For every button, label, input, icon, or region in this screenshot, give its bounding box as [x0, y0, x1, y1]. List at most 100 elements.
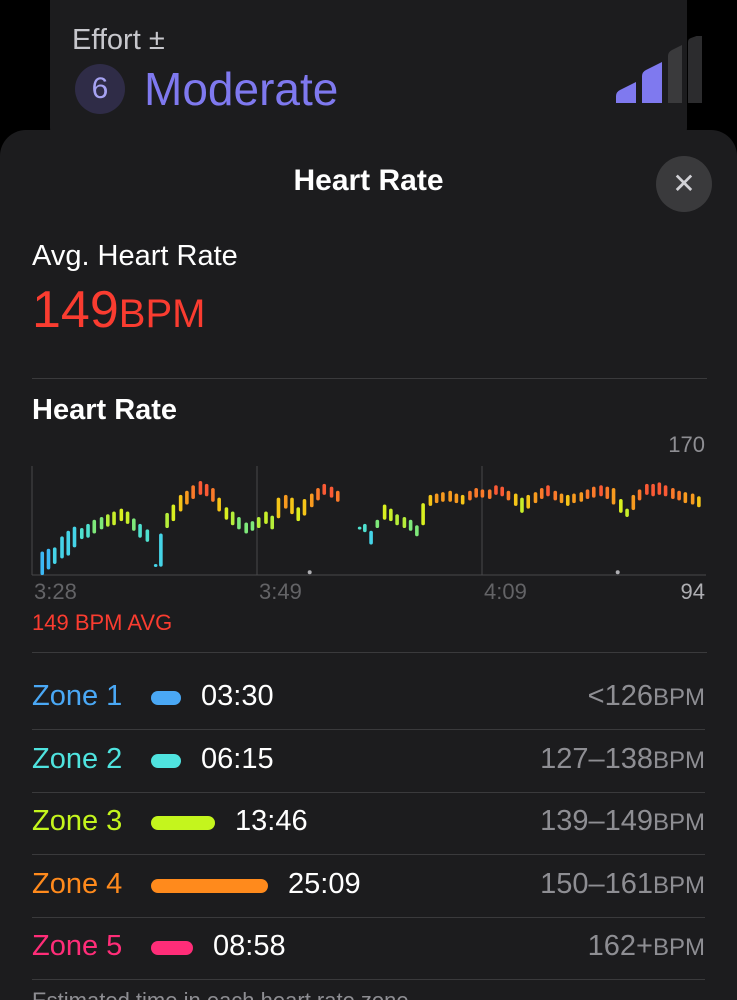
heart-rate-bar — [357, 526, 362, 530]
zone-name: Zone 5 — [32, 930, 123, 962]
heart-rate-bar — [302, 499, 307, 516]
effort-card[interactable]: Effort ± 6 Moderate — [50, 0, 702, 150]
heart-rate-bar — [468, 490, 472, 501]
heart-rate-bar — [329, 486, 334, 498]
zone-name: Zone 4 — [32, 867, 123, 900]
zone-row: Zone 4 25:09 150–161BPM — [0, 856, 737, 918]
heart-rate-bar — [211, 487, 215, 502]
heart-rate-bar — [283, 494, 288, 509]
signal-bar-2 — [642, 62, 662, 103]
y-max-label: 170 — [668, 432, 705, 457]
heart-rate-bar — [204, 483, 209, 497]
close-button[interactable]: ✕ — [656, 156, 712, 212]
heart-rate-bar — [585, 489, 590, 500]
zone-duration-bar — [151, 753, 181, 768]
heart-rate-bar — [309, 493, 314, 508]
heart-rate-bar — [145, 529, 150, 542]
zone-duration-bar — [151, 941, 193, 955]
divider — [32, 791, 705, 793]
heart-rate-bar — [599, 485, 603, 497]
heart-rate-bar — [237, 516, 241, 530]
heart-rate-bar — [441, 492, 445, 502]
heart-rate-bar — [217, 497, 221, 512]
avg-heart-rate-number: 149 — [32, 281, 119, 339]
heart-rate-bar — [256, 516, 261, 529]
heart-rate-bar — [224, 507, 229, 520]
avg-caption: 149 BPM AVG — [32, 610, 173, 635]
signal-bars-icon — [616, 36, 702, 103]
x-tick-label: 3:28 — [34, 579, 77, 604]
zone-name: Zone 2 — [32, 742, 123, 775]
heart-rate-bar — [92, 519, 97, 534]
heart-rate-bar — [86, 523, 90, 538]
heart-rate-bar — [335, 490, 340, 502]
signal-bar-1 — [616, 82, 636, 103]
heart-rate-bar — [178, 494, 183, 512]
heart-rate-bar — [395, 514, 399, 526]
heart-rate-bar — [677, 490, 681, 501]
heart-rate-bar — [402, 516, 407, 529]
x-tick-label: 3:49 — [259, 579, 302, 604]
heart-rate-bar — [369, 530, 373, 545]
heart-rate-bar — [460, 494, 465, 505]
heart-rate-bar — [631, 494, 636, 511]
heart-rate-bar — [363, 523, 367, 533]
divider — [32, 652, 707, 653]
chart-section-title: Heart Rate — [32, 394, 178, 426]
heart-rate-bar — [428, 494, 433, 506]
heart-rate-bar — [375, 519, 380, 529]
heart-rate-bar — [250, 521, 255, 531]
heart-rate-bar — [125, 511, 130, 524]
zone-range-unit: BPM — [652, 871, 705, 899]
heart-rate-bar — [415, 525, 419, 537]
divider — [32, 854, 705, 855]
heart-rate-bar — [697, 496, 701, 508]
heart-rate-bar — [185, 490, 189, 505]
heart-rate-bar — [106, 514, 110, 527]
heart-rate-bar — [79, 528, 84, 540]
heart-rate-bar — [60, 536, 64, 559]
heart-rate-bar — [72, 526, 77, 548]
zone-range: 150–161BPM — [540, 868, 705, 901]
heart-rate-bar — [579, 492, 584, 502]
heart-rate-bar — [500, 486, 504, 497]
zone-time: 03:30 — [201, 680, 274, 712]
zone-range-unit: BPM — [652, 809, 705, 836]
zone-name: Zone 1 — [32, 680, 123, 712]
heart-rate-bar — [683, 492, 688, 504]
heart-rate-bar — [52, 547, 57, 564]
heart-rate-bar — [625, 508, 629, 517]
heart-rate-bar — [112, 511, 116, 526]
heart-rate-bar — [276, 497, 281, 519]
heart-rate-bar — [657, 482, 662, 495]
heart-rate-bar — [565, 494, 570, 506]
avg-heart-rate-value: 149BPM — [32, 280, 205, 340]
heart-rate-bar — [651, 483, 655, 497]
zone-duration-bar — [151, 878, 268, 893]
heart-rate-bar — [546, 485, 550, 497]
heart-rate-bar — [132, 518, 136, 531]
heart-rate-bar — [382, 504, 387, 520]
divider — [32, 979, 705, 980]
heart-rate-bar — [191, 485, 195, 500]
heart-rate-bar — [663, 485, 668, 497]
heart-rate-bar — [46, 548, 51, 570]
zone-time: 25:09 — [288, 867, 361, 900]
heart-rate-bar — [171, 504, 176, 522]
zone-range-value: 150–161 — [540, 867, 653, 900]
zone-range-value: 162+ — [587, 930, 653, 962]
heart-rate-bar — [526, 494, 531, 509]
divider — [32, 916, 705, 918]
signal-bar-4 — [688, 36, 702, 103]
effort-label: Effort ± — [72, 24, 165, 56]
heart-rate-bar — [645, 483, 649, 495]
heart-rate-bar — [494, 485, 498, 495]
heart-rate-bar — [66, 530, 71, 556]
heart-rate-bar — [159, 533, 163, 567]
zone-range-unit: BPM — [652, 746, 705, 774]
heart-rate-bar — [474, 487, 478, 498]
heart-rate-bar — [322, 483, 327, 495]
heart-rate-bar — [270, 515, 275, 530]
heart-rate-bar — [434, 493, 439, 504]
heart-rate-bar — [553, 490, 558, 501]
